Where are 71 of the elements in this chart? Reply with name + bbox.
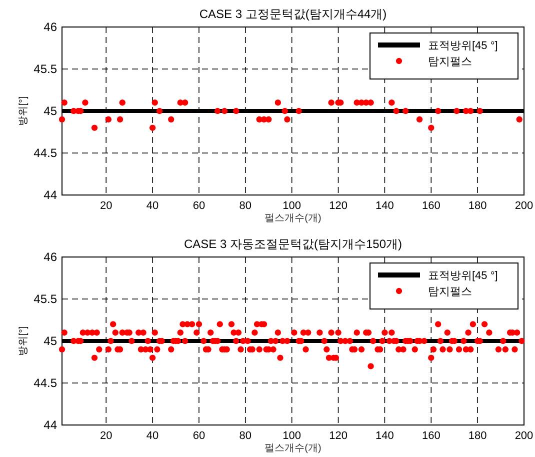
x-tick-label: 100 <box>282 430 302 442</box>
x-tick-label: 140 <box>376 200 394 212</box>
point <box>284 116 290 122</box>
point <box>416 116 423 122</box>
point <box>328 100 334 106</box>
y-tick-label: 45.5 <box>34 292 58 306</box>
point <box>233 108 240 114</box>
point <box>152 100 158 106</box>
point <box>105 116 112 122</box>
x-tick-label: 200 <box>514 430 534 442</box>
y-tick-label: 46 <box>44 250 58 264</box>
point <box>435 108 442 114</box>
y-tick-label: 44.5 <box>34 376 58 390</box>
x-tick-label: 140 <box>376 430 394 442</box>
x-tick-label: 60 <box>192 200 206 212</box>
y-tick-label: 46 <box>44 20 58 34</box>
x-tick-label: 200 <box>514 200 534 212</box>
point <box>221 108 228 114</box>
x-tick-label: 20 <box>100 200 112 212</box>
legend-label: 탐지펄스 <box>428 56 472 68</box>
x-tick-label: 180 <box>468 200 487 212</box>
point <box>266 116 272 122</box>
x-tick-label: 160 <box>422 200 440 212</box>
point <box>61 100 68 106</box>
point <box>393 108 400 114</box>
point <box>282 108 288 114</box>
y-tick-label: 45 <box>44 104 58 118</box>
point <box>388 100 395 106</box>
point <box>296 108 302 114</box>
y-axis-title: 방위[°] <box>18 326 29 356</box>
point <box>119 100 126 106</box>
point <box>182 100 188 106</box>
x-tick-label: 60 <box>192 430 206 442</box>
point <box>428 124 434 131</box>
x-tick-label: 40 <box>146 200 159 212</box>
chart-title: CASE 3 고정문턱값(탐지개수44개) <box>199 7 387 21</box>
x-axis-title: 펄스개수(개) <box>264 443 322 454</box>
y-tick-label: 44.5 <box>34 146 58 160</box>
point <box>116 116 124 122</box>
y-tick-label: 45 <box>44 334 58 348</box>
x-tick-label: 80 <box>239 430 252 442</box>
point <box>516 116 522 122</box>
y-axis-title: 방위[°] <box>18 96 29 126</box>
point <box>454 108 460 114</box>
point <box>82 100 88 106</box>
x-axis-title: 펄스개수(개) <box>264 213 322 224</box>
legend-label: 표적방위[45 °] <box>428 270 498 282</box>
x-tick-label: 120 <box>329 430 348 442</box>
point <box>168 116 174 122</box>
point <box>476 108 483 114</box>
x-tick-label: 40 <box>146 430 159 442</box>
x-tick-label: 160 <box>422 430 440 442</box>
point <box>91 124 98 131</box>
x-tick-label: 20 <box>100 430 112 442</box>
y-tick-label: 44 <box>44 418 58 432</box>
point <box>274 100 281 106</box>
point <box>402 108 409 114</box>
x-tick-label: 100 <box>282 200 302 212</box>
point <box>468 108 474 114</box>
point <box>156 108 163 114</box>
y-tick-label: 44 <box>44 188 58 202</box>
legend-label: 탐지펄스 <box>428 286 472 298</box>
x-tick-label: 180 <box>468 430 487 442</box>
chart-title: CASE 3 자동조절문턱값(탐지개수150개) <box>184 237 402 251</box>
point <box>58 116 66 122</box>
x-tick-label: 80 <box>239 200 252 212</box>
point <box>149 124 156 131</box>
legend-label: 표적방위[45 °] <box>428 40 498 52</box>
y-tick-label: 45.5 <box>34 62 58 76</box>
point <box>214 108 221 114</box>
x-tick-label: 120 <box>329 200 348 212</box>
